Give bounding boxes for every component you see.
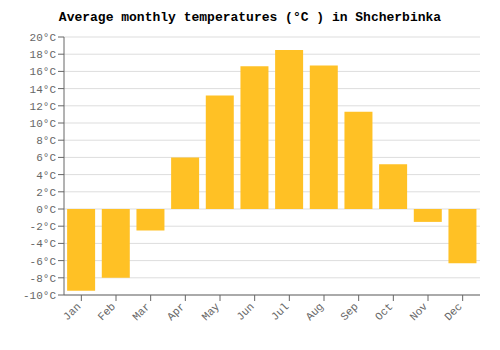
svg-text:18°C: 18°C [30, 49, 57, 61]
svg-text:-4°C: -4°C [30, 238, 57, 250]
svg-text:-6°C: -6°C [30, 256, 57, 268]
svg-text:10°C: 10°C [30, 118, 57, 130]
svg-text:16°C: 16°C [30, 66, 57, 78]
svg-text:Jan: Jan [61, 301, 83, 323]
svg-text:2°C: 2°C [36, 187, 56, 199]
svg-text:12°C: 12°C [30, 101, 57, 113]
svg-text:May: May [200, 300, 223, 323]
svg-text:Apr: Apr [165, 301, 187, 323]
svg-text:-8°C: -8°C [30, 273, 57, 285]
svg-text:6°C: 6°C [36, 152, 56, 164]
svg-text:0°C: 0°C [36, 204, 56, 216]
svg-text:-10°C: -10°C [23, 290, 56, 302]
svg-text:Jul: Jul [269, 301, 291, 323]
svg-text:14°C: 14°C [30, 84, 57, 96]
svg-text:Aug: Aug [304, 301, 326, 323]
svg-text:Jun: Jun [234, 301, 256, 323]
svg-text:-2°C: -2°C [30, 221, 57, 233]
svg-text:20°C: 20°C [30, 32, 57, 44]
svg-text:4°C: 4°C [36, 170, 56, 182]
svg-text:Dec: Dec [442, 301, 464, 323]
svg-text:Feb: Feb [96, 301, 118, 323]
svg-text:8°C: 8°C [36, 135, 56, 147]
svg-text:Oct: Oct [373, 301, 395, 323]
svg-text:Nov: Nov [408, 300, 431, 323]
svg-text:Mar: Mar [130, 301, 152, 323]
html-text:Average monthly temperatures (: Average monthly temperatures (°C ) in Sh… [58, 10, 442, 25]
svg-text:Sep: Sep [338, 301, 360, 323]
